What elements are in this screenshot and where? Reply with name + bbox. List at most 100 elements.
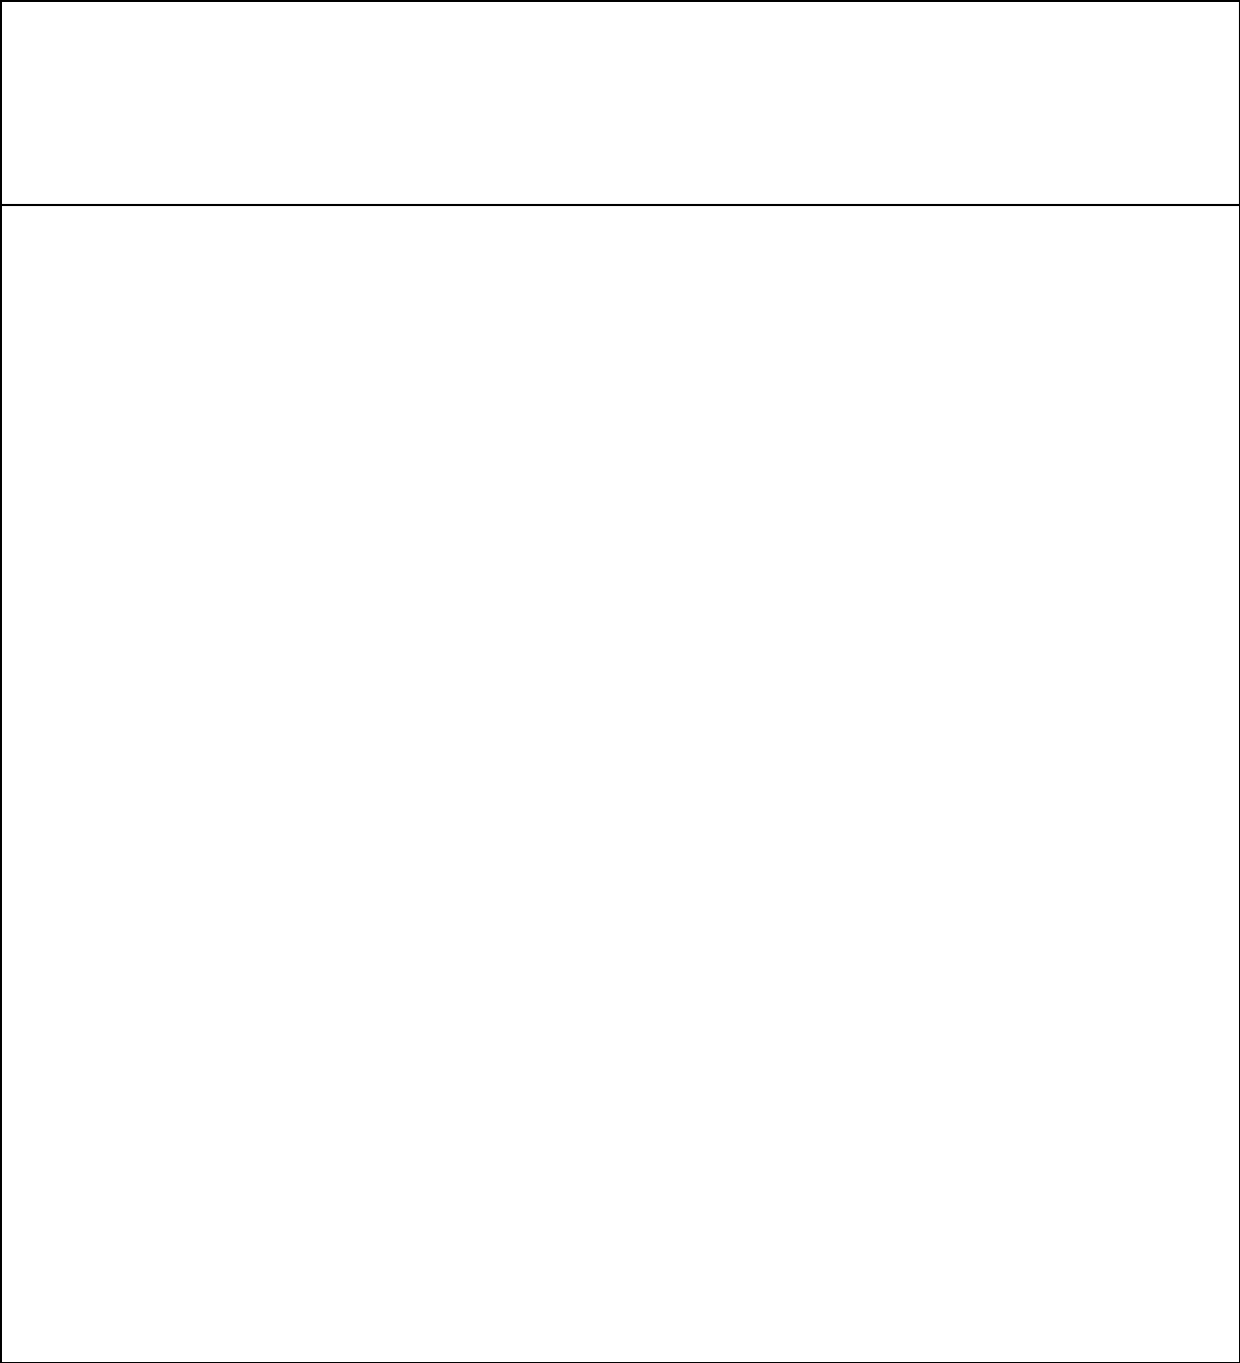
Bar — [978, 1319, 1130, 1363]
Text: 潮间下: 潮间下 — [1043, 996, 1065, 1009]
Text: 潮间下: 潮间下 — [1043, 1291, 1065, 1304]
Polygon shape — [639, 204, 720, 380]
Polygon shape — [639, 751, 720, 904]
Polygon shape — [639, 533, 720, 664]
Text: 20: 20 — [877, 170, 890, 180]
Bar — [1130, 0, 1240, 204]
Bar — [978, 204, 1130, 1363]
Text: 6220: 6220 — [247, 1182, 278, 1195]
Text: 层段: 层段 — [24, 94, 45, 112]
Text: 4: 4 — [470, 559, 479, 572]
Text: 20: 20 — [877, 124, 890, 134]
Text: %: % — [806, 80, 816, 91]
Text: 5: 5 — [470, 821, 479, 834]
Bar — [978, 204, 1130, 380]
Bar — [978, 0, 1130, 204]
Text: 雷段: 雷段 — [53, 777, 72, 792]
Text: 7: 7 — [470, 1071, 479, 1086]
Text: 8: 8 — [470, 1160, 479, 1174]
Polygon shape — [639, 1036, 720, 1210]
Text: -10: -10 — [735, 170, 751, 180]
Text: 六级层序: 六级层序 — [662, 95, 696, 109]
Text: 潮间带: 潮间带 — [1043, 1225, 1065, 1239]
Text: -10: -10 — [735, 124, 751, 134]
Polygon shape — [639, 380, 720, 533]
Text: 岐心归位: 岐心归位 — [458, 95, 491, 109]
Bar — [440, 0, 508, 204]
Text: ac_por: ac_por — [794, 97, 830, 108]
Text: %: % — [806, 124, 816, 134]
Bar — [290, 0, 440, 204]
Bar — [68, 0, 236, 204]
Text: 6180: 6180 — [247, 308, 278, 320]
Bar — [978, 1276, 1130, 1319]
Text: 2: 2 — [518, 70, 525, 80]
Bar — [290, 204, 440, 1363]
Bar — [978, 380, 1130, 533]
Polygon shape — [639, 904, 720, 1036]
Text: LLD: LLD — [558, 110, 584, 125]
Text: 20: 20 — [877, 80, 890, 91]
Bar — [68, 204, 236, 1363]
Bar — [978, 1036, 1130, 1123]
Bar — [978, 795, 1130, 904]
Text: 9: 9 — [470, 1280, 479, 1293]
Text: cnl_por: cnl_por — [791, 142, 832, 153]
Text: 0: 0 — [91, 61, 97, 72]
Bar — [236, 0, 290, 204]
Bar — [723, 0, 900, 204]
Text: 6200: 6200 — [247, 744, 278, 758]
Text: 潮间带: 潮间带 — [1043, 450, 1065, 463]
Bar — [723, 204, 900, 1363]
Bar — [900, 0, 978, 204]
Bar — [508, 204, 635, 1363]
Text: 潮间下: 潮间下 — [1043, 844, 1065, 856]
Bar — [978, 1189, 1130, 1276]
Bar — [978, 904, 1130, 969]
Text: in: in — [146, 144, 156, 155]
Bar — [978, 533, 1130, 642]
Text: GR: GR — [141, 20, 161, 35]
Text: 潮间带: 潮间带 — [1043, 1073, 1065, 1085]
Bar — [440, 204, 508, 1363]
Bar — [0, 0, 68, 204]
Text: 雷四上亚段: 雷四上亚段 — [24, 777, 68, 792]
Text: 潮间带: 潮间带 — [1043, 931, 1065, 943]
Bar — [635, 0, 723, 204]
Polygon shape — [639, 1210, 720, 1363]
Text: 6: 6 — [470, 930, 479, 945]
Text: 录井岐层専面: 录井岐层専面 — [340, 95, 391, 109]
Text: 10: 10 — [203, 144, 217, 155]
Bar — [0, 204, 68, 1363]
Text: 五级层序: 五级层序 — [923, 95, 956, 109]
Bar — [978, 642, 1130, 795]
Text: Ω · M200000: Ω · M200000 — [529, 70, 595, 80]
Bar — [508, 0, 635, 204]
Bar — [978, 1123, 1130, 1189]
Bar — [901, 1210, 976, 1363]
Text: 潮间下: 潮间下 — [1043, 581, 1065, 594]
Text: den_por: den_por — [789, 53, 835, 64]
Polygon shape — [639, 664, 720, 751]
Polygon shape — [901, 204, 976, 1210]
Text: 2: 2 — [518, 153, 525, 162]
Text: Ω · M200000: Ω · M200000 — [529, 153, 595, 162]
Text: -10: -10 — [735, 80, 751, 91]
Bar — [1130, 204, 1240, 1363]
Text: 潮间下: 潮间下 — [1043, 1149, 1065, 1161]
Text: API: API — [143, 61, 160, 72]
Bar — [900, 204, 978, 1363]
Text: 150: 150 — [196, 61, 217, 72]
Text: 20: 20 — [877, 37, 890, 46]
Bar — [0, 0, 1240, 204]
Text: 6: 6 — [91, 144, 97, 155]
Text: CAL: CAL — [138, 104, 165, 117]
Bar — [978, 969, 1130, 1036]
Bar — [236, 204, 290, 1363]
Bar — [291, 204, 438, 1363]
Text: 岐心孔隙度 %: 岐心孔隙度 % — [785, 11, 838, 23]
Text: -10: -10 — [735, 37, 751, 46]
Text: LLS: LLS — [559, 31, 584, 45]
Text: 沉积亚相: 沉积亚相 — [1037, 95, 1071, 109]
Text: 3: 3 — [470, 339, 479, 354]
